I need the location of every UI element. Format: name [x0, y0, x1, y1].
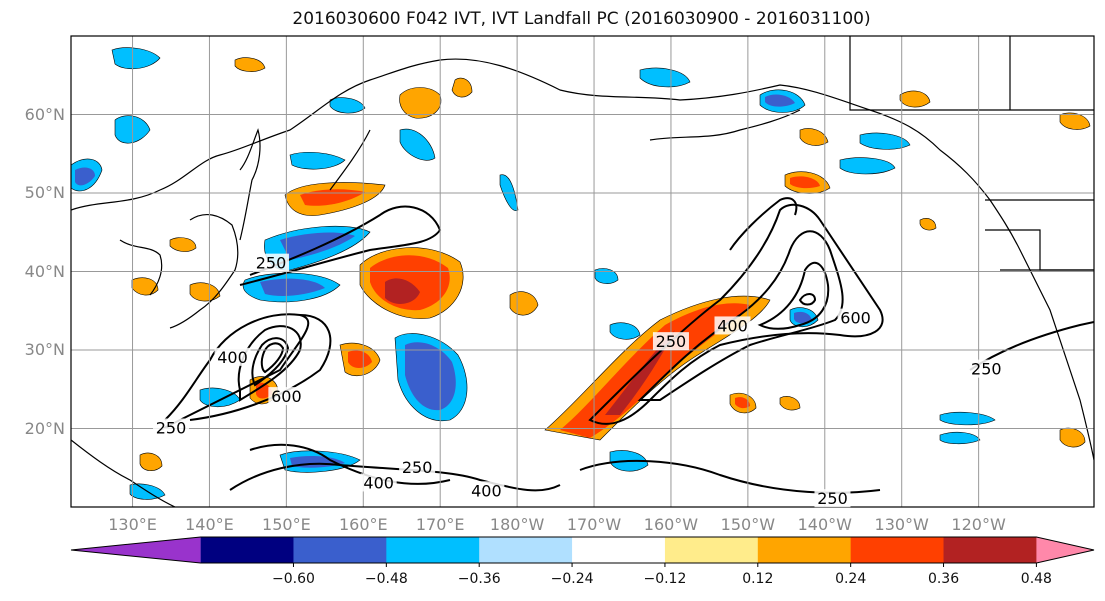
colorbar-box-7	[850, 537, 945, 563]
contour-label-bg-10	[814, 489, 851, 508]
lon-label-0: 130°E	[108, 515, 157, 534]
contour-label-bg-5	[360, 473, 397, 492]
contour-label-bg-11	[968, 359, 1005, 378]
lon-label-2: 150°E	[262, 515, 311, 534]
contour-label-bg-6	[468, 481, 505, 500]
colorbar-tick-label-6: 0.24	[835, 571, 867, 587]
colorbar-extend-high	[1036, 537, 1094, 563]
colorbar-tick-label-4: −0.12	[643, 571, 687, 587]
lon-label-7: 160°W	[643, 515, 699, 534]
colorbar-tick-label-1: −0.48	[364, 571, 408, 587]
contour-labels: 250 400 600 250 250 400 400 250 400 600 250 250	[152, 253, 1005, 508]
contour-label-bg-3	[152, 418, 189, 437]
colorbar-box-5	[664, 537, 759, 563]
colorbar-tick-label-3: −0.24	[550, 571, 594, 587]
ivt-shading	[71, 47, 1091, 500]
colorbar-box-2	[386, 537, 480, 563]
colorbar-tick-label-7: 0.36	[927, 571, 960, 587]
colorbar-box-8	[943, 537, 1037, 563]
contour-label-bg-0	[252, 253, 289, 272]
colorbar-tick-label-5: 0.12	[742, 571, 774, 587]
colorbar-tick-label-0: −0.60	[272, 571, 315, 587]
contour-label-bg-2	[268, 387, 305, 406]
colorbar-box-0	[200, 537, 294, 563]
graticule	[71, 36, 1094, 507]
contour-label-bg-1	[214, 347, 251, 366]
contour-label-4: 250	[402, 458, 433, 477]
lon-label-1: 140°E	[185, 515, 234, 534]
colorbar-box-4	[572, 537, 666, 563]
contour-label-11: 250	[971, 360, 1002, 379]
contour-label-10: 250	[817, 489, 848, 508]
colorbar-box-6	[757, 537, 852, 563]
lon-label-11: 120°W	[951, 515, 1006, 534]
lon-label-5: 180°W	[489, 515, 545, 534]
contour-label-7: 250	[656, 332, 687, 351]
contour-label-bg-9	[837, 308, 874, 327]
colorbar-tick-label-8: 0.48	[1020, 571, 1052, 587]
contour-label-bg-4	[399, 457, 436, 476]
lat-label-3: 30°N	[24, 340, 65, 359]
colorbar-box-3	[479, 537, 573, 563]
coastlines	[71, 36, 1094, 507]
map-title: 2016030600 F042 IVT, IVT Landfall PC (20…	[292, 9, 871, 29]
colorbar-tick-label-2: −0.36	[457, 571, 501, 587]
contour-label-6: 400	[471, 481, 502, 500]
contour-label-2: 600	[271, 387, 302, 406]
map-frame	[70, 35, 1095, 508]
lon-label-4: 170°E	[415, 515, 465, 534]
lon-label-3: 160°E	[338, 515, 388, 534]
contour-label-3: 250	[156, 419, 187, 438]
contour-label-5: 400	[363, 473, 394, 492]
lon-label-10: 130°W	[874, 515, 929, 534]
colorbar-outline	[70, 536, 1095, 564]
lat-label-4: 20°N	[24, 418, 65, 438]
colorbar-extend-low	[71, 537, 201, 563]
colorbar	[70, 536, 1095, 567]
contour-label-bg-8	[714, 316, 751, 335]
lon-label-6: 170°W	[566, 515, 622, 534]
colorbar-box-1	[293, 537, 387, 563]
contour-label-8: 400	[717, 316, 748, 335]
contour-label-0: 250	[256, 254, 287, 273]
lat-label-2: 40°N	[24, 261, 65, 281]
lon-label-8: 150°W	[720, 515, 776, 534]
lat-label-0: 60°N	[24, 104, 65, 124]
contour-label-1: 400	[217, 348, 248, 367]
lat-label-1: 50°N	[24, 183, 65, 202]
colorbar-tick-label-9: 0.60	[1099, 571, 1105, 587]
lon-label-9: 140°W	[797, 515, 852, 534]
contour-label-9: 600	[840, 309, 871, 328]
contour-label-bg-7	[652, 332, 689, 351]
